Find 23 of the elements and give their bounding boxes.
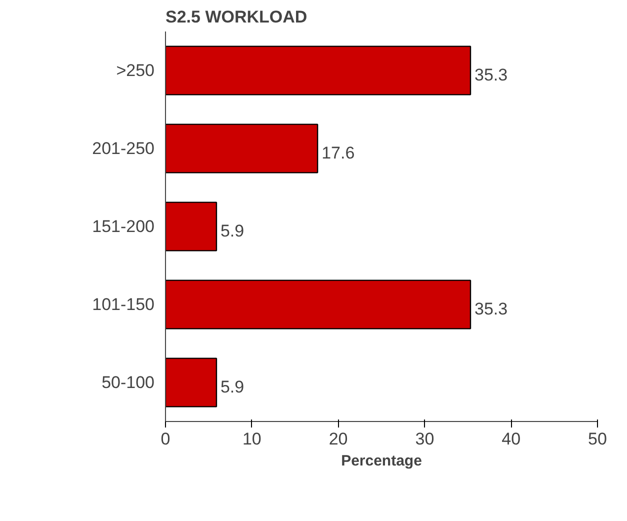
x-tick-label: 20 (328, 430, 348, 448)
y-tick-label: 151-200 (92, 217, 154, 236)
y-tick-label: 101-150 (92, 295, 154, 314)
bar (166, 280, 472, 330)
x-tick-label: 30 (415, 430, 434, 448)
x-tick-label: 50 (588, 430, 607, 448)
data-label: 5.9 (220, 222, 244, 240)
data-label: 35.3 (474, 300, 508, 318)
y-tick-label: 201-250 (92, 139, 154, 158)
bar (166, 202, 218, 252)
bar (166, 358, 218, 408)
x-tick-label: 10 (242, 430, 262, 448)
data-label: 5.9 (220, 378, 244, 396)
y-tick-label: 50-100 (102, 373, 155, 392)
x-axis-title: Percentage (341, 452, 422, 470)
bar (166, 124, 318, 174)
x-tick-label: 40 (502, 430, 521, 448)
y-tick-label: >250 (116, 61, 155, 80)
x-tick-label: 0 (160, 430, 170, 448)
bar (166, 46, 472, 96)
data-label: 35.3 (474, 66, 508, 84)
data-label: 17.6 (322, 144, 355, 162)
chart-title: S2.5 WORKLOAD (166, 8, 308, 26)
